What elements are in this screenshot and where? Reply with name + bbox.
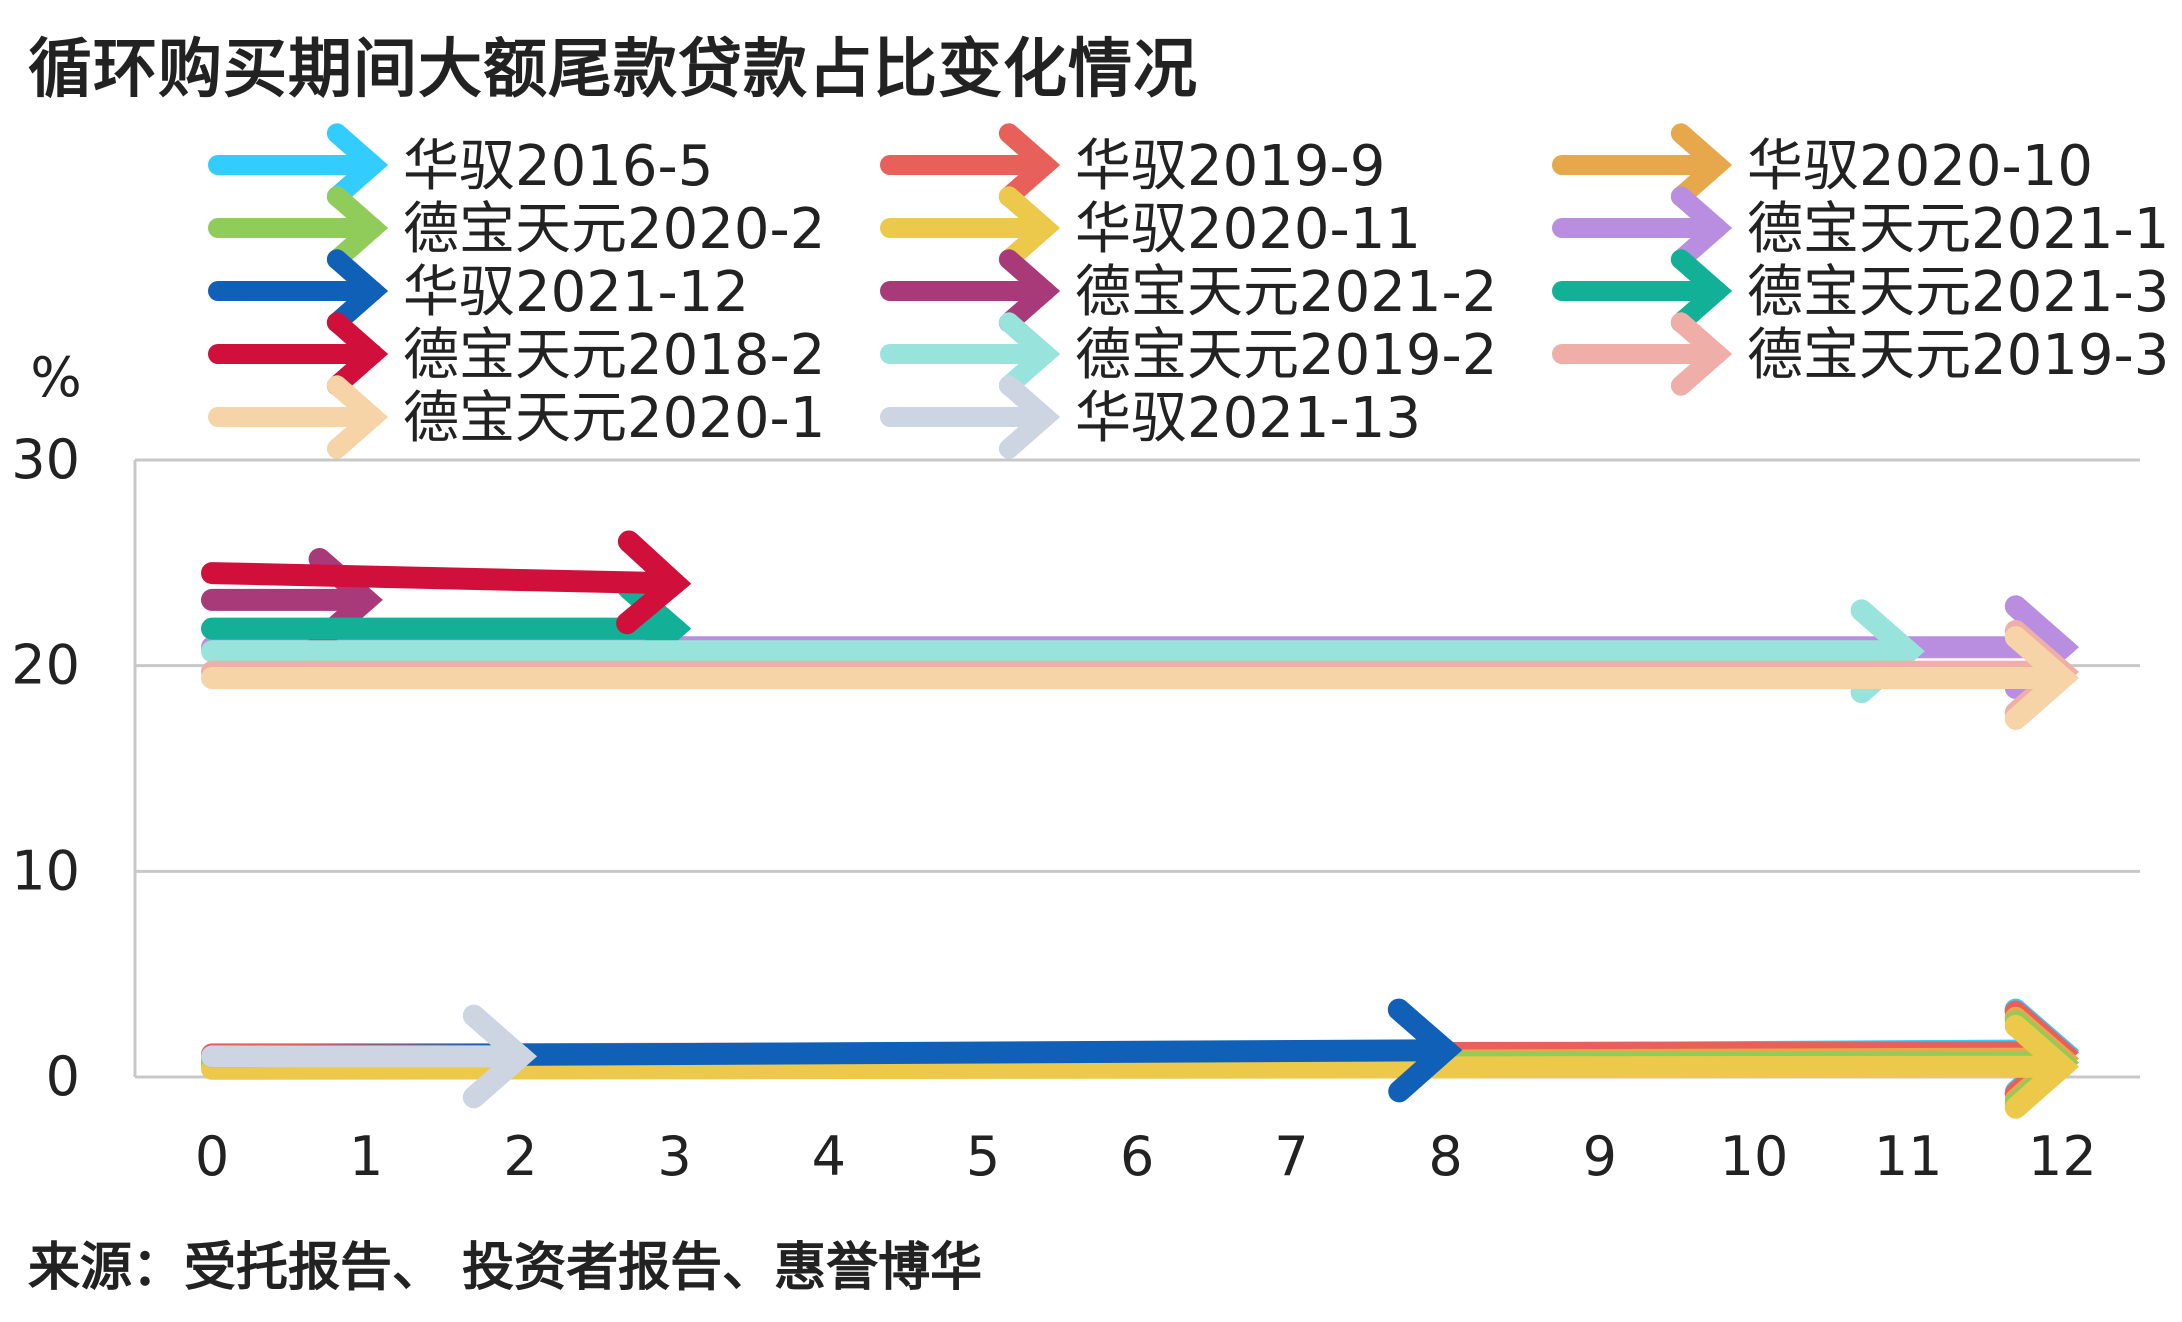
legend-swatch-5 [880,186,1061,270]
legend-item-9: 德宝天元2021-3 [1552,249,2169,333]
legend-label-4: 德宝天元2020-2 [403,197,825,262]
series-arrow-13 [201,626,2080,730]
y-tick-label-0: 0 [46,1045,80,1108]
legend-swatch-14 [880,375,1061,459]
legend-swatch-9-head [1670,249,1733,333]
chart-title: 循环购买期间大额尾款贷款占比变化情况 [28,33,1198,107]
x-tick-label-11: 11 [1874,1125,1943,1188]
grid-layer [135,458,2140,1079]
legend-swatch-8-head [998,249,1061,333]
series-arrow-10-shaft [201,562,686,595]
legend-swatch-6-head [1670,186,1733,270]
legend-label-9: 德宝天元2021-3 [1747,260,2169,325]
legend-item-2: 华驭2019-9 [880,123,1385,207]
source-note: 来源：受托报告、 投资者报告、惠誉博华 [28,1238,983,1298]
x-tick-label-10: 10 [1720,1125,1789,1188]
legend-label-3: 华驭2020-10 [1747,134,2093,199]
legend-swatch-1 [208,123,389,207]
legend-item-13: 德宝天元2020-1 [208,375,825,459]
x-tick-label-5: 5 [966,1125,1000,1188]
legend-swatch-10 [208,312,389,396]
legend-label-10: 德宝天元2018-2 [403,323,825,388]
legend-swatch-12 [1552,312,1733,396]
x-tick-label-4: 4 [812,1125,846,1188]
legend-label-7: 华驭2021-12 [403,260,749,325]
legend-swatch-12-head [1670,312,1733,396]
legend-swatch-13-head [326,375,389,459]
legend-swatch-2-head [998,123,1061,207]
y-tick-label-10: 10 [11,839,80,902]
legend-swatch-7-head [326,249,389,333]
legend-label-5: 华驭2020-11 [1075,197,1421,262]
legend-swatch-8 [880,249,1061,333]
legend-swatch-9 [1552,249,1733,333]
legend-item-12: 德宝天元2019-3 [1552,312,2169,396]
legend-label-11: 德宝天元2019-2 [1075,323,1497,388]
legend-swatch-11 [880,312,1061,396]
legend-item-4: 德宝天元2020-2 [208,186,825,270]
legend-swatch-2 [880,123,1061,207]
x-tick-label-9: 9 [1583,1125,1617,1188]
legend-item-5: 华驭2020-11 [880,186,1421,270]
legend-item-8: 德宝天元2021-2 [880,249,1497,333]
legend-label-14: 华驭2021-13 [1075,386,1421,451]
series-arrow-14-head [462,1004,538,1109]
series-arrow-14 [201,1004,538,1109]
legend-swatch-4-head [326,186,389,270]
legend-label-8: 德宝天元2021-2 [1075,260,1497,325]
series-arrow-13-head [2004,626,2080,730]
series-arrow-7-head [1387,998,1463,1103]
x-tick-label-3: 3 [657,1125,691,1188]
legend-swatch-13 [208,375,389,459]
legend-item-11: 德宝天元2019-2 [880,312,1497,396]
legend-item-10: 德宝天元2018-2 [208,312,825,396]
series-layer [201,530,2080,1119]
legend-swatch-6 [1552,186,1733,270]
legend-item-3: 华驭2020-10 [1552,123,2093,207]
series-arrow-10 [201,530,692,635]
legend-swatch-5-head [998,186,1061,270]
series-arrow-5-head [2004,1014,2080,1119]
legend-label-13: 德宝天元2020-1 [403,386,825,451]
x-tick-label-12: 12 [2028,1125,2097,1188]
x-tick-label-1: 1 [349,1125,383,1188]
legend-swatch-14-head [998,375,1061,459]
legend-swatch-1-head [326,123,389,207]
legend-swatch-3 [1552,123,1733,207]
legend-label-1: 华驭2016-5 [403,134,713,199]
legend-item-6: 德宝天元2021-1 [1552,186,2169,270]
x-tick-label-8: 8 [1428,1125,1462,1188]
legend-swatch-11-head [998,312,1061,396]
legend-swatch-10-head [326,312,389,396]
legend-swatch-4 [208,186,389,270]
y-tick-label-30: 30 [11,428,80,491]
y-tick-label-20: 20 [11,634,80,697]
legend-swatch-7 [208,249,389,333]
legend-item-7: 华驭2021-12 [208,249,749,333]
series-arrow-10-head [616,530,692,635]
legend-label-2: 华驭2019-9 [1075,134,1385,199]
x-tick-label-7: 7 [1274,1125,1308,1188]
legend-label-6: 德宝天元2021-1 [1747,197,2169,262]
x-tick-label-2: 2 [503,1125,537,1188]
legend-swatch-3-head [1670,123,1733,207]
legend-item-1: 华驭2016-5 [208,123,713,207]
y-axis-label: % [30,346,81,409]
legend-label-12: 德宝天元2019-3 [1747,323,2169,388]
x-tick-label-0: 0 [195,1125,229,1188]
x-tick-label-6: 6 [1120,1125,1154,1188]
legend-item-14: 华驭2021-13 [880,375,1421,459]
